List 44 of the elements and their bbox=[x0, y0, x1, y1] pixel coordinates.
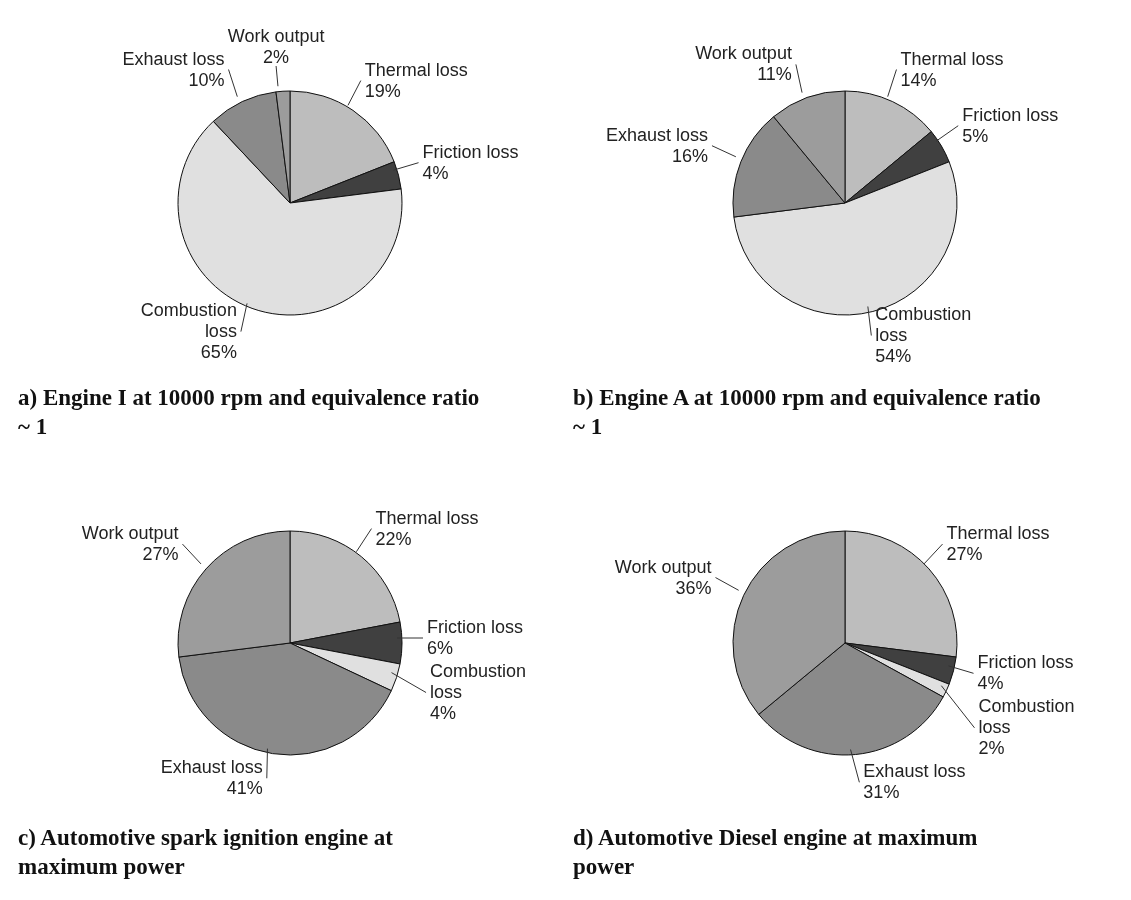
slice-label: Thermal loss bbox=[364, 59, 468, 80]
data-label: 16% bbox=[671, 145, 708, 166]
data-label: 19% bbox=[364, 80, 401, 101]
data-label: 14% bbox=[900, 69, 937, 90]
slice-label: Thermal loss bbox=[900, 48, 1004, 69]
text: a) Engine I at 10000 rpm and equivalence ratio ~ 1 bbox=[17, 384, 481, 441]
slice-label: Work output bbox=[227, 26, 325, 46]
slice-label: Thermal loss bbox=[375, 507, 479, 528]
data-label: 22% bbox=[375, 528, 412, 549]
data-label: 4% bbox=[422, 162, 449, 183]
data-label: 31% bbox=[863, 782, 900, 803]
data-label: 4% bbox=[430, 703, 457, 723]
data-label: 41% bbox=[226, 778, 263, 799]
data-label: 10% bbox=[188, 69, 225, 90]
slice-label: Friction loss bbox=[977, 652, 1074, 673]
slice-label: Exhaust loss bbox=[122, 48, 225, 69]
slice-label: Friction loss bbox=[962, 104, 1059, 125]
slice-label: Combustion loss bbox=[978, 696, 1075, 738]
text: b) Engine A at 10000 rpm and equivalence ratio ~ 1 bbox=[572, 384, 1042, 441]
data-label: 27% bbox=[142, 544, 179, 565]
data-label: 54% bbox=[875, 346, 912, 367]
slice-label: Combustion loss bbox=[430, 661, 527, 702]
slice-label: Exhaust loss bbox=[160, 757, 263, 778]
slice-label: Friction loss bbox=[422, 141, 519, 162]
slice-label: Work output bbox=[81, 523, 179, 544]
data-label: 65% bbox=[200, 342, 237, 363]
data-label: 2% bbox=[978, 738, 1005, 759]
slice-label: Work output bbox=[695, 43, 792, 64]
slice-label: Combustion loss bbox=[140, 300, 237, 342]
slice-label: Exhaust loss bbox=[605, 124, 708, 145]
data-label: 4% bbox=[977, 673, 1004, 694]
text: c) Automotive spark ignition engine at maximum power bbox=[17, 824, 395, 881]
slice-label: Thermal loss bbox=[946, 523, 1050, 544]
data-label: 11% bbox=[757, 64, 792, 85]
data-label: 2% bbox=[263, 47, 290, 67]
text: d) Automotive Diesel engine at maximum power bbox=[572, 824, 979, 881]
slice-label: Friction loss bbox=[427, 617, 524, 637]
data-label: 5% bbox=[962, 125, 989, 146]
data-label: 6% bbox=[427, 638, 454, 658]
data-label: 36% bbox=[675, 577, 712, 598]
slice-label: Combustion loss bbox=[875, 304, 972, 346]
slice-label: Work output bbox=[614, 556, 712, 577]
slice-label: Exhaust loss bbox=[863, 761, 966, 782]
data-label: 27% bbox=[946, 544, 983, 565]
